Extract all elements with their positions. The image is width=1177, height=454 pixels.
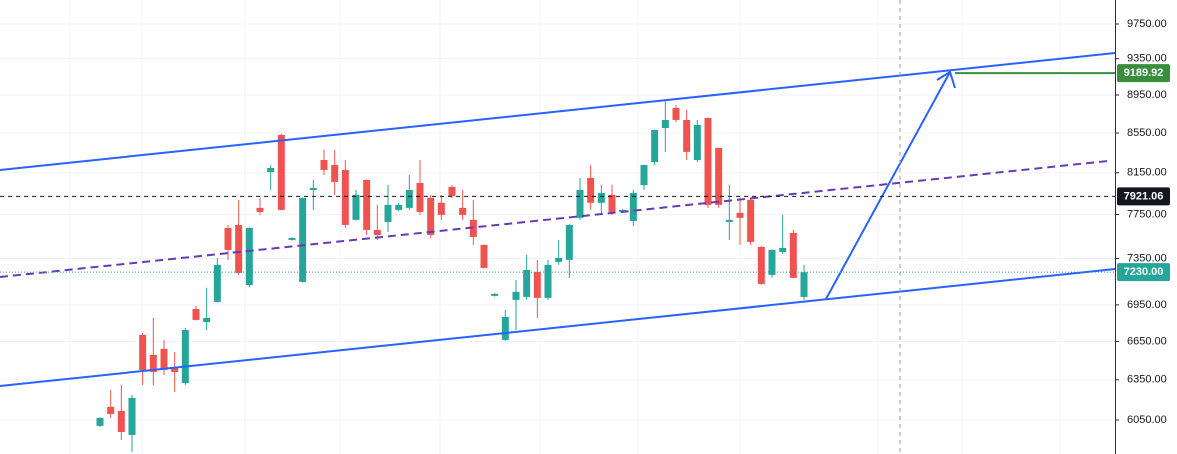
y-tick-label: 7750.00 bbox=[1127, 208, 1167, 220]
candle-body bbox=[331, 165, 339, 182]
candle-body bbox=[203, 317, 211, 323]
candle-body bbox=[363, 179, 371, 230]
y-tick-label: 8150.00 bbox=[1127, 167, 1167, 179]
candle-body bbox=[320, 160, 328, 170]
candle-body bbox=[267, 167, 275, 173]
candle-body bbox=[224, 227, 232, 250]
candle-body bbox=[565, 224, 573, 260]
candle-body bbox=[693, 124, 701, 161]
candle-body bbox=[587, 177, 595, 203]
candle-body bbox=[747, 199, 755, 242]
median-line bbox=[0, 160, 1109, 278]
candle-body bbox=[117, 410, 125, 433]
y-tick-label: 9350.00 bbox=[1127, 53, 1167, 65]
candle-body bbox=[128, 397, 136, 435]
candle-body bbox=[640, 165, 648, 186]
candle-body bbox=[139, 334, 147, 370]
price-label: 7921.06 bbox=[1124, 190, 1164, 202]
y-tick-label: 6950.00 bbox=[1127, 299, 1167, 311]
candle-body bbox=[437, 202, 445, 215]
price-label-box bbox=[1117, 187, 1170, 206]
price-label: 9189.92 bbox=[1124, 67, 1164, 79]
candle-body bbox=[523, 269, 531, 297]
candles bbox=[96, 99, 808, 453]
candle-body bbox=[171, 367, 179, 373]
candle-body bbox=[427, 197, 435, 235]
upper-trend-line bbox=[0, 52, 1116, 171]
candle-body bbox=[491, 293, 499, 296]
candle-body bbox=[800, 272, 808, 297]
candle-body bbox=[213, 264, 221, 302]
candle-body bbox=[256, 207, 264, 212]
candle-body bbox=[555, 257, 563, 262]
vertical-grid bbox=[69, 0, 1061, 454]
candle-body bbox=[789, 233, 797, 278]
candle-body bbox=[715, 147, 723, 205]
projection-arrow bbox=[825, 71, 951, 300]
lower-trend-line bbox=[0, 268, 1116, 387]
candle-body bbox=[341, 169, 349, 225]
candle-body bbox=[192, 308, 200, 320]
candle-body bbox=[277, 134, 285, 210]
candle-body bbox=[736, 212, 744, 218]
price-label-box bbox=[1117, 263, 1170, 282]
price-label-box bbox=[1117, 64, 1170, 83]
candle-body bbox=[672, 107, 680, 120]
candle-body bbox=[779, 247, 787, 252]
candle-body bbox=[448, 187, 456, 196]
candle-body bbox=[533, 271, 541, 298]
candle-body bbox=[96, 417, 104, 426]
candle-body bbox=[608, 194, 616, 212]
y-tick-label: 6350.00 bbox=[1127, 374, 1167, 386]
y-tick-label: 8950.00 bbox=[1127, 89, 1167, 101]
y-tick-label: 7350.00 bbox=[1127, 252, 1167, 264]
candle-body bbox=[704, 117, 712, 205]
candle-body bbox=[181, 329, 189, 383]
candle-body bbox=[245, 227, 253, 285]
candle-body bbox=[544, 264, 552, 298]
candle-body bbox=[384, 204, 392, 222]
candle-body bbox=[416, 182, 424, 212]
candle-body bbox=[576, 190, 584, 218]
candle-body bbox=[501, 316, 509, 340]
candle-body bbox=[107, 406, 115, 414]
candle-body bbox=[288, 237, 296, 240]
y-tick-label: 9750.00 bbox=[1127, 18, 1167, 30]
y-tick-label: 6050.00 bbox=[1127, 414, 1167, 426]
candle-body bbox=[629, 192, 637, 221]
drawings bbox=[0, 0, 1116, 454]
price-lines bbox=[0, 72, 1115, 273]
price-axis-labels: 9750.00 9350.00 8950.00 8550.00 8150.00 7750.… bbox=[1115, 18, 1167, 426]
candle-body bbox=[480, 244, 488, 268]
candle-body bbox=[149, 354, 157, 373]
candle-body bbox=[757, 246, 765, 284]
candle-body bbox=[352, 194, 360, 220]
candle-body bbox=[459, 207, 467, 215]
candle-body bbox=[512, 291, 520, 300]
candle-body bbox=[683, 119, 691, 152]
candle-body bbox=[395, 204, 403, 210]
candle-body bbox=[768, 249, 776, 275]
candle-body bbox=[661, 119, 669, 129]
candle-body bbox=[235, 224, 243, 273]
candle-body bbox=[405, 190, 413, 208]
y-tick-label: 8550.00 bbox=[1127, 127, 1167, 139]
candle-body bbox=[597, 192, 605, 203]
candle-body bbox=[651, 129, 659, 163]
candle-body bbox=[309, 187, 317, 191]
price-label: 7230.00 bbox=[1124, 266, 1164, 278]
y-tick-label: 6650.00 bbox=[1127, 335, 1167, 347]
candle-body bbox=[299, 197, 307, 282]
candle-body bbox=[725, 219, 733, 222]
arrow-head bbox=[936, 70, 956, 89]
candle-body bbox=[160, 348, 168, 370]
candle-body bbox=[373, 229, 381, 235]
